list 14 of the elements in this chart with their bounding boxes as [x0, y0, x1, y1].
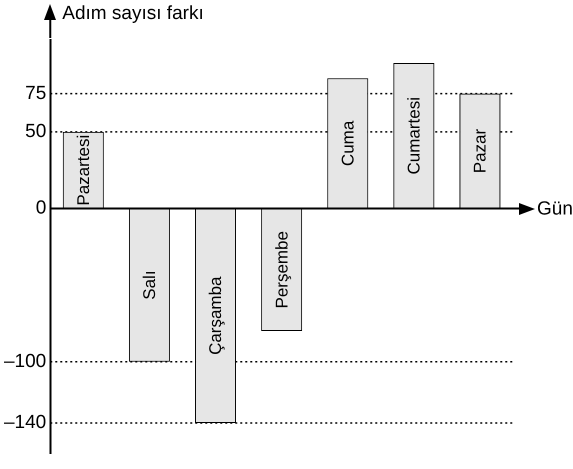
x-tick-label: Çarşamba	[206, 276, 226, 355]
y-axis-title: Adım sayısı farkı	[62, 3, 204, 24]
y-tick-label: 50	[25, 121, 46, 142]
x-tick-label: Salı	[140, 270, 160, 300]
y-tick-label: 75	[25, 82, 46, 104]
x-tick-label: Pazar	[470, 128, 490, 174]
x-tick-label: Cumartesi	[404, 97, 424, 174]
x-tick-label: Pazartesi	[74, 134, 94, 206]
y-tick-label: –100	[4, 350, 46, 372]
x-tick-label: Cuma	[338, 120, 358, 166]
y-tick-label: 0	[36, 198, 46, 219]
y-tick-label: –140	[4, 412, 46, 434]
x-axis-title: Gün	[537, 198, 573, 220]
x-tick-label: Perşembe	[272, 231, 292, 309]
